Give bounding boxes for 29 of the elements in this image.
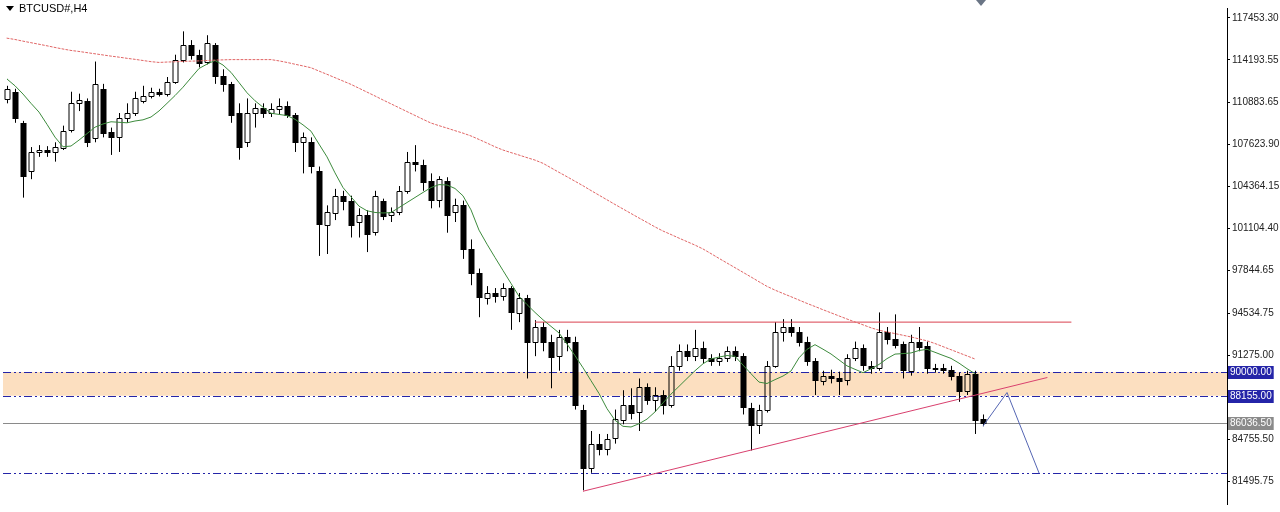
ref-line-label: 88155.00: [1230, 390, 1273, 402]
chart-title: BTCUSD#,H4: [19, 2, 88, 15]
y-tick-label: 91275.00: [1232, 349, 1275, 361]
candlestick: [892, 313, 899, 349]
candlestick: [804, 336, 811, 367]
y-tick-label: 81495.75: [1232, 475, 1275, 487]
y-tick-label: 97844.65: [1232, 264, 1275, 276]
y-tick-label: 104364.15: [1232, 180, 1280, 192]
candlestick: [916, 326, 923, 352]
y-tick-label: 94534.75: [1232, 307, 1275, 319]
y-tick-label: 101104.40: [1232, 222, 1279, 234]
line-series: [6, 37, 976, 360]
y-tick-label: 114193.55: [1232, 53, 1279, 65]
ref-line-label: 86036.50: [1230, 417, 1273, 429]
candlestick: [700, 341, 707, 364]
y-tick-label: 110883.65: [1232, 96, 1279, 108]
y-tick-label: 107623.90: [1232, 138, 1280, 150]
candlestick: [340, 190, 347, 211]
y-tick-label: 117453.30: [1232, 11, 1279, 23]
candlestick: [796, 326, 803, 347]
ref-line-label: 90000.00: [1230, 366, 1273, 378]
candlestick: [860, 343, 867, 372]
candlestick: [220, 68, 227, 93]
candlestick: [564, 329, 571, 352]
candlestick: [188, 39, 195, 61]
candlestick: [540, 321, 547, 352]
candlestick: [412, 144, 419, 172]
y-tick-label: 84755.50: [1232, 433, 1275, 445]
candlestick: [420, 159, 427, 192]
